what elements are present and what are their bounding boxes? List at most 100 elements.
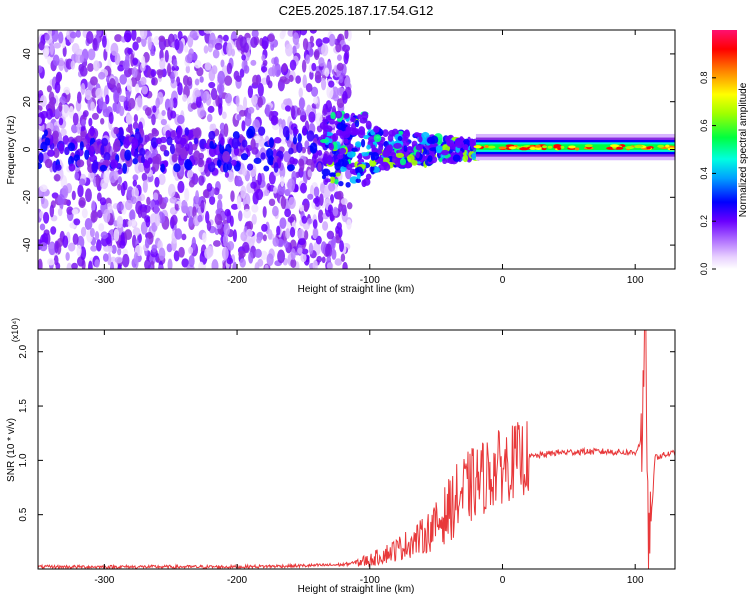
- heatmap-cell: [205, 210, 210, 224]
- snr-panel: -300 -200 -100 0 100 0.5 1.0 1.5 2.0 Height of …: [6, 318, 676, 595]
- heatmap-cell: [236, 196, 242, 210]
- heatmap-cell: [238, 250, 246, 258]
- heatmap-cell: [88, 117, 93, 127]
- heatmap-cell: [610, 144, 620, 148]
- heatmap-cell: [189, 30, 198, 39]
- heatmap-cell: [100, 118, 105, 125]
- heatmap-cell: [62, 45, 67, 58]
- heatmap-cell: [349, 129, 359, 136]
- heatmap-cell: [274, 63, 282, 77]
- heatmap-cell: [122, 59, 130, 71]
- heatmap-cell: [62, 135, 69, 145]
- heatmap-cell: [261, 54, 266, 62]
- heatmap-cell: [197, 214, 203, 223]
- spectrogram-y-ticks: -40 -20 0 20 40: [22, 48, 675, 252]
- heatmap-cell: [188, 179, 195, 188]
- snr-series-line: [38, 330, 675, 569]
- heatmap-cell: [415, 151, 420, 159]
- heatmap-cell: [308, 111, 316, 123]
- heatmap-cell: [334, 110, 343, 119]
- heatmap-cell: [122, 162, 128, 174]
- heatmap-cell: [105, 94, 110, 105]
- heatmap-cell: [329, 176, 336, 184]
- heatmap-cell: [326, 230, 335, 240]
- heatmap-cell: [321, 43, 329, 57]
- heatmap-cell: [328, 143, 334, 151]
- heatmap-cell: [255, 188, 264, 201]
- heatmap-cell: [336, 87, 345, 96]
- heatmap-cell: [99, 164, 108, 172]
- heatmap-cell: [120, 232, 125, 246]
- heatmap-cell: [72, 233, 79, 245]
- heatmap-cell: [308, 242, 314, 255]
- y-tick-label: -20: [22, 190, 33, 205]
- heatmap-cell: [322, 108, 328, 116]
- heatmap-cell: [170, 110, 177, 119]
- colorbar-tick-label: 0.8: [699, 72, 709, 85]
- heatmap-cell: [297, 238, 306, 246]
- heatmap-cell: [140, 76, 147, 86]
- heatmap-cell: [238, 210, 243, 222]
- heatmap-cell: [427, 155, 433, 163]
- heatmap-cell: [324, 67, 330, 77]
- heatmap-cell: [107, 245, 113, 253]
- heatmap-cell: [336, 98, 345, 109]
- heatmap-cell: [159, 144, 167, 152]
- heatmap-cell: [322, 221, 329, 231]
- heatmap-cell: [264, 264, 269, 269]
- heatmap-cell: [397, 135, 403, 142]
- heatmap-cell: [144, 106, 152, 116]
- heatmap-cell: [95, 173, 100, 188]
- heatmap-cell: [289, 59, 297, 71]
- heatmap-cell: [38, 162, 42, 170]
- heatmap-cell: [152, 105, 157, 113]
- heatmap-cell: [355, 141, 362, 148]
- heatmap-cell: [154, 213, 161, 227]
- heatmap-cell: [462, 144, 469, 151]
- heatmap-cell: [150, 50, 156, 57]
- heatmap-cell: [338, 181, 344, 187]
- heatmap-cell: [46, 85, 52, 93]
- heatmap-cell: [116, 215, 124, 229]
- heatmap-cell: [326, 84, 334, 99]
- heatmap-cell: [204, 247, 212, 260]
- heatmap-cell: [469, 138, 476, 148]
- heatmap-cell: [292, 32, 300, 46]
- heatmap-cell: [224, 208, 231, 217]
- heatmap-cell: [191, 143, 198, 151]
- heatmap-cell: [188, 216, 194, 227]
- heatmap-cell: [222, 151, 231, 163]
- heatmap-cell: [181, 258, 189, 268]
- heatmap-cell: [302, 74, 307, 89]
- heatmap-cell: [57, 207, 63, 217]
- heatmap-cell: [92, 159, 99, 172]
- heatmap-cell: [73, 154, 81, 162]
- heatmap-cell: [309, 35, 314, 43]
- heatmap-cell: [114, 256, 123, 264]
- heatmap-cell: [340, 253, 346, 263]
- heatmap-cell: [147, 36, 152, 51]
- heatmap-cell: [285, 228, 291, 239]
- heatmap-cell: [369, 158, 377, 167]
- heatmap-cell: [177, 30, 183, 40]
- heatmap-cell: [80, 131, 87, 138]
- heatmap-cell: [224, 92, 233, 104]
- heatmap-cell: [360, 138, 366, 148]
- heatmap-cell: [71, 208, 79, 215]
- heatmap-cell: [195, 95, 202, 108]
- spectrogram-y-label: Frequency (Hz): [6, 116, 17, 185]
- heatmap-cell: [103, 209, 111, 223]
- heatmap-cell: [328, 182, 336, 192]
- heatmap-cell: [55, 164, 62, 171]
- heatmap-cell: [339, 147, 347, 155]
- heatmap-cell: [94, 147, 100, 155]
- heatmap-cell: [321, 174, 327, 180]
- heatmap-cell: [251, 204, 259, 213]
- heatmap-cell: [71, 42, 80, 54]
- heatmap-cell: [206, 220, 212, 232]
- heatmap-cell: [58, 117, 64, 126]
- heatmap-cell: [117, 183, 122, 191]
- snr-scale-label: (x10⁴): [10, 318, 20, 342]
- heatmap-cell: [279, 217, 287, 229]
